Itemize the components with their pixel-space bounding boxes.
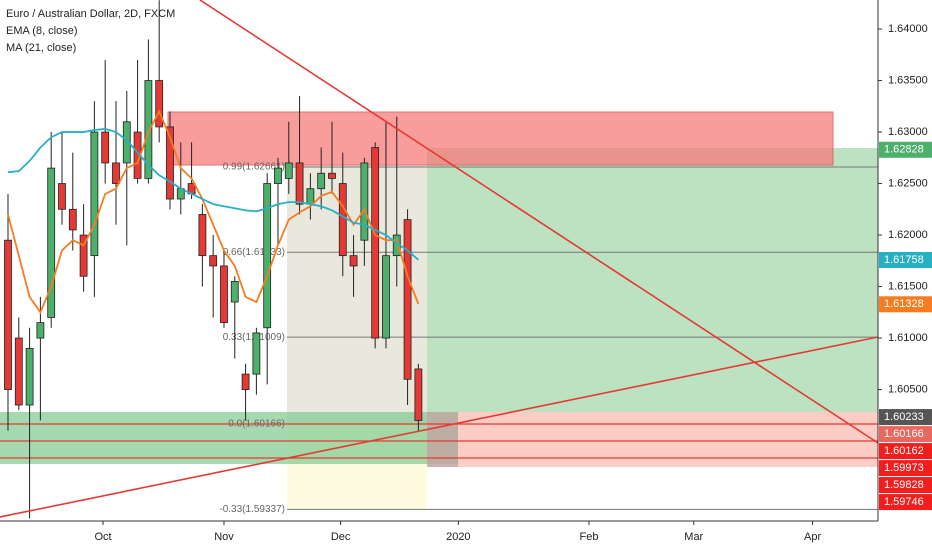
candle-body <box>144 80 153 179</box>
candle-body <box>403 219 412 380</box>
chart-title: Euro / Australian Dollar, 2D, FXCM <box>6 8 175 20</box>
price-tag-label: 1.61758 <box>884 254 924 266</box>
candle-body <box>295 162 304 205</box>
y-tick-label: 1.63500 <box>888 74 928 86</box>
candle-body <box>220 265 228 324</box>
candle-body <box>382 255 390 339</box>
candle-body <box>58 183 66 210</box>
indicator-label: MA (21, close) <box>6 42 76 54</box>
candle-body <box>274 167 282 184</box>
candle-body <box>14 337 23 406</box>
candle-body <box>241 373 250 390</box>
candle-body <box>252 332 261 375</box>
price-tag-label: 1.59973 <box>884 462 924 474</box>
price-tag <box>879 409 932 426</box>
plot <box>4 0 423 519</box>
price-tag-label: 1.61328 <box>884 298 924 310</box>
y-tick-label: 1.62500 <box>888 177 928 189</box>
x-tick-label: 2020 <box>446 531 470 543</box>
price-tag <box>879 494 932 511</box>
candle-body <box>338 183 347 257</box>
entry-box <box>427 412 458 467</box>
trend-line <box>199 0 879 444</box>
candle-body <box>198 214 207 257</box>
y-tick-label: 1.61500 <box>888 280 928 292</box>
candle-body <box>306 188 315 205</box>
price-tag <box>879 426 932 443</box>
candle-body <box>101 131 110 164</box>
candle-body <box>166 126 174 200</box>
candle-body <box>349 255 358 267</box>
price-tag <box>879 296 932 313</box>
candle-body <box>360 162 369 241</box>
y-tick-label: 1.63000 <box>888 126 928 138</box>
price-tag-label: 1.62828 <box>884 144 924 156</box>
candle-body <box>328 172 336 179</box>
price-tag <box>879 251 932 268</box>
price-tag <box>879 460 932 477</box>
y-tick-label: 1.61000 <box>888 332 928 344</box>
fib-label: 0.99(1.62661) <box>223 162 285 173</box>
stop-zone <box>427 412 878 467</box>
candle-body <box>25 347 34 406</box>
candle-body <box>263 183 272 329</box>
price-tag-label: 1.59746 <box>884 496 924 508</box>
fib-label: 0.66(1.61833) <box>223 247 285 258</box>
x-tick-label: Oct <box>94 531 111 543</box>
target-zone <box>427 148 878 412</box>
candle-body <box>371 147 380 339</box>
price-tag-label: 1.60166 <box>884 428 924 440</box>
candle-body <box>284 162 293 179</box>
x-tick-label: Apr <box>804 531 821 543</box>
candle-body <box>414 368 423 421</box>
trend-line <box>0 336 879 518</box>
price-tag-label: 1.59828 <box>884 479 924 491</box>
candle-body <box>79 234 88 277</box>
candle-body <box>122 121 131 164</box>
price-tag <box>879 141 932 158</box>
fib-label: -0.33(1.59337) <box>219 504 285 515</box>
indicator-label: EMA (8, close) <box>6 25 78 37</box>
candle-body <box>209 255 218 267</box>
candle-body <box>90 131 99 257</box>
price-tag-label: 1.60162 <box>884 445 924 457</box>
y-tick-label: 1.60500 <box>888 383 928 395</box>
candle-body <box>317 172 326 190</box>
price-tag <box>879 443 932 460</box>
price-tag-label: 1.60233 <box>884 411 924 423</box>
indicator-line <box>7 128 419 261</box>
price-tag <box>879 477 932 494</box>
candle-body <box>47 167 56 318</box>
x-tick-label: Dec <box>331 531 351 543</box>
resistance-zone <box>167 111 834 166</box>
x-tick-label: Mar <box>684 531 703 543</box>
x-tick-label: Nov <box>214 531 234 543</box>
indicator-line <box>7 109 420 315</box>
x-tick-label: Feb <box>580 531 599 543</box>
candle-body <box>68 208 77 231</box>
candle-body <box>230 281 239 303</box>
y-tick-label: 1.64000 <box>888 23 928 35</box>
candle-body <box>155 80 164 128</box>
candle-body <box>36 322 45 339</box>
y-tick-label: 1.62000 <box>888 229 928 241</box>
candle-body <box>112 162 120 184</box>
candle-body <box>4 239 12 390</box>
